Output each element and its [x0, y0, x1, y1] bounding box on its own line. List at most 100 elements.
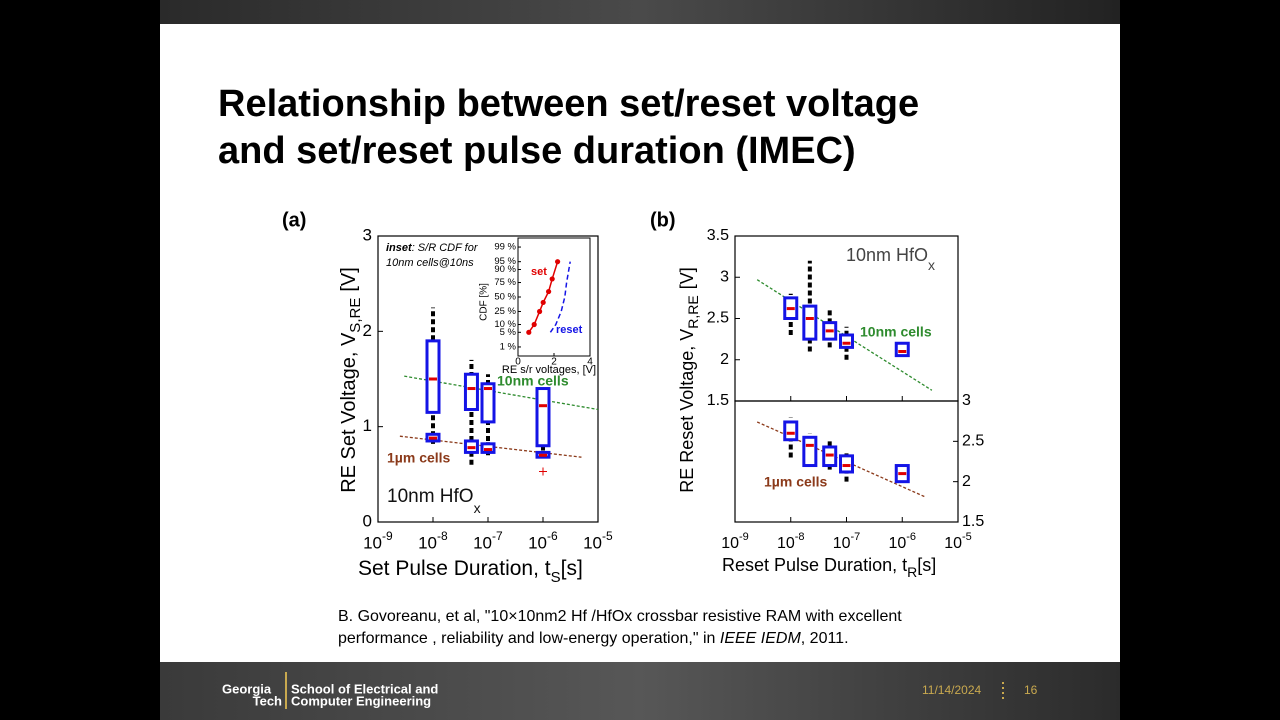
x-tick-label: 10 — [833, 535, 851, 552]
y-tick-label: 3.5 — [707, 227, 729, 244]
x-axis-label-unit: [s] — [917, 555, 936, 575]
inset-y-tick-label: 1 % — [500, 341, 517, 352]
inset-y-label: CDF [%] — [479, 283, 490, 321]
y-tick-label: 2.5 — [962, 433, 984, 450]
material-label: 10nm HfOx — [387, 486, 481, 516]
logo-text: Tech — [253, 693, 282, 708]
inset-y-tick-label: 25 % — [494, 306, 516, 317]
box — [802, 304, 818, 341]
inset-point — [531, 321, 537, 328]
x-tick-label: 10 — [473, 533, 492, 552]
y-axis-label-sub: S,RE — [347, 298, 364, 333]
inset-y-tick-label: 95 % — [494, 256, 516, 267]
box — [463, 372, 479, 412]
y-tick-label: 1 — [363, 416, 372, 435]
box — [802, 435, 818, 468]
panel-label: (a) — [282, 209, 306, 231]
x-tick-exponent: -5 — [962, 531, 972, 543]
box — [425, 339, 441, 414]
y-tick-label: 1.5 — [707, 392, 729, 409]
x-axis-label-unit: [s] — [561, 557, 583, 580]
y-tick-label: 3 — [962, 392, 971, 409]
x-tick-exponent: -5 — [602, 529, 613, 543]
inset-y-tick-label: 99 % — [494, 242, 516, 253]
x-tick-label: 10 — [944, 535, 962, 552]
x-tick-exponent: -9 — [382, 529, 393, 543]
logo-text: Georgia — [222, 681, 272, 696]
footer-date: 11/14/2024 — [922, 683, 981, 697]
material-sub: x — [928, 257, 935, 273]
series-label: 10nm cells — [497, 373, 569, 389]
material-text: 10nm HfO — [846, 245, 928, 265]
inset-point — [549, 276, 555, 282]
box — [894, 341, 910, 358]
panel-label: (b) — [650, 209, 676, 231]
trend-line — [756, 279, 933, 391]
box — [839, 454, 854, 474]
x-axis-label-text: Reset Pulse Duration, t — [722, 555, 907, 575]
inset-y-tick-label: 5 % — [500, 327, 517, 338]
x-tick-exponent: -6 — [547, 529, 558, 543]
inset-point — [537, 308, 543, 315]
x-axis-label: Set Pulse Duration, tS[s] — [358, 557, 583, 586]
material-text: 10nm HfO — [387, 486, 474, 507]
box — [783, 420, 799, 442]
inset-y-tick-label: 90 % — [494, 264, 516, 275]
y-axis-label: RE Set Voltage, VS,RE [V] — [338, 267, 364, 493]
inset-y-tick-label: 50 % — [494, 292, 516, 303]
y-tick-label: 2.5 — [707, 310, 729, 327]
inset-line — [549, 261, 571, 333]
y-axis-label-text: RE Reset Voltage, V — [677, 329, 697, 493]
inset-x-label: RE s/r voltages, [V] — [502, 364, 596, 376]
inset-point — [546, 288, 552, 295]
y-tick-label: 3 — [363, 225, 372, 244]
inset-frame — [517, 237, 591, 357]
x-tick-exponent: -9 — [739, 531, 749, 543]
x-tick-label: 10 — [583, 533, 602, 552]
series-label: 1µm cells — [387, 450, 451, 466]
inset-series-label: set — [531, 266, 547, 278]
x-tick-label: 10 — [721, 535, 739, 552]
inset-x-tick-label: 2 — [551, 357, 557, 368]
y-tick-label: 1.5 — [962, 513, 984, 530]
citation: B. Govoreanu, et al, "10×10nm2 Hf /HfOx … — [338, 608, 902, 625]
outlier — [539, 467, 547, 476]
inset-title: 10nm cells@10ns — [386, 257, 474, 269]
x-tick-label: 10 — [528, 533, 547, 552]
material-sub: x — [474, 500, 481, 516]
citation-text: performance , reliability and low-energy… — [338, 630, 720, 647]
inset-x-tick-label: 0 — [515, 357, 521, 368]
x-tick-label: 10 — [363, 533, 382, 552]
slide-title: and set/reset pulse duration (IMEC) — [218, 130, 856, 172]
x-tick-exponent: -7 — [851, 531, 861, 543]
citation-venue: IEEE IEDM — [720, 630, 802, 647]
x-axis-label-sub: S — [551, 569, 561, 586]
inset-title: inset: S/R CDF for — [386, 242, 479, 254]
y-axis-label-unit: [V] — [338, 267, 360, 291]
series-label: 10nm cells — [860, 324, 932, 340]
box — [480, 382, 496, 424]
x-tick-exponent: -8 — [795, 531, 805, 543]
inset-title-bold: inset — [386, 242, 413, 254]
x-tick-label: 10 — [888, 535, 906, 552]
citation-year: , 2011. — [801, 630, 849, 647]
y-tick-label: 2 — [962, 473, 971, 490]
x-tick-exponent: -6 — [906, 531, 916, 543]
school-name: Computer Engineering — [291, 693, 431, 708]
x-axis-label-text: Set Pulse Duration, t — [358, 557, 551, 580]
y-axis-label-unit: [V] — [677, 267, 697, 289]
inset-point — [540, 299, 546, 306]
page-number: 16 — [1024, 683, 1038, 697]
y-tick-label: 2 — [363, 321, 372, 340]
series-label: 1µm cells — [764, 474, 828, 490]
inset-y-tick-label: 10 % — [494, 319, 516, 330]
y-tick-label: 2 — [720, 351, 729, 368]
citation: performance , reliability and low-energy… — [338, 630, 849, 647]
x-tick-exponent: -8 — [437, 529, 448, 543]
school-name: School of Electrical and — [291, 681, 438, 696]
x-tick-label: 10 — [418, 533, 437, 552]
inset-x-tick-label: 4 — [587, 357, 593, 368]
inset-y-tick-label: 75 % — [494, 277, 516, 288]
y-axis-label-sub: R,RE — [685, 295, 701, 328]
